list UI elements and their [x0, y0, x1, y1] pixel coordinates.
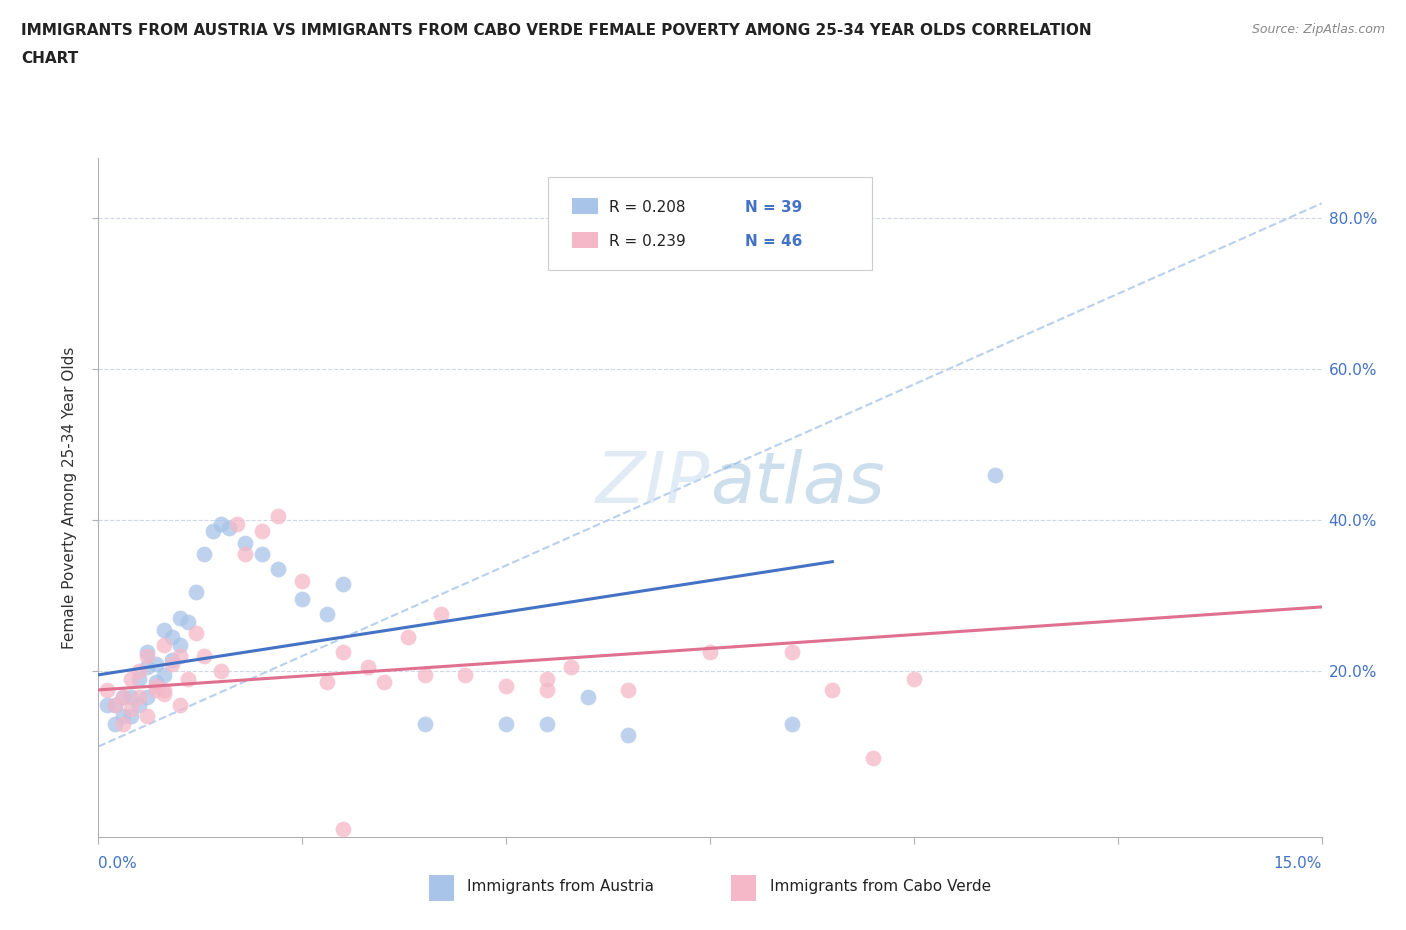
- Point: [160, 630, 183, 644]
- Point: [233, 536, 256, 551]
- Point: [250, 547, 273, 562]
- Point: [152, 637, 174, 652]
- Point: [104, 698, 127, 712]
- Point: [536, 716, 558, 731]
- Point: [136, 660, 159, 675]
- Point: [193, 547, 215, 562]
- Text: atlas: atlas: [710, 449, 884, 518]
- Point: [186, 584, 208, 599]
- Point: [332, 644, 354, 659]
- Point: [169, 648, 191, 663]
- Point: [96, 683, 118, 698]
- Point: [145, 679, 167, 694]
- Point: [536, 671, 558, 686]
- Point: [96, 698, 118, 712]
- Point: [104, 716, 127, 731]
- Text: N = 46: N = 46: [745, 234, 803, 249]
- Point: [699, 644, 721, 659]
- Point: [136, 690, 159, 705]
- Text: ZIP: ZIP: [596, 449, 710, 518]
- Point: [169, 637, 191, 652]
- Point: [332, 577, 354, 591]
- Point: [160, 656, 183, 671]
- Point: [120, 709, 142, 724]
- Text: 0.0%: 0.0%: [98, 856, 138, 870]
- Point: [356, 660, 378, 675]
- Point: [120, 701, 142, 716]
- Point: [373, 675, 395, 690]
- Y-axis label: Female Poverty Among 25-34 Year Olds: Female Poverty Among 25-34 Year Olds: [62, 346, 77, 649]
- Point: [226, 516, 249, 531]
- Point: [111, 716, 134, 731]
- Text: R = 0.208: R = 0.208: [609, 200, 685, 215]
- Point: [169, 611, 191, 626]
- Point: [291, 573, 314, 588]
- Point: [177, 671, 200, 686]
- Point: [536, 683, 558, 698]
- Point: [152, 668, 174, 683]
- Point: [495, 716, 517, 731]
- Text: Immigrants from Cabo Verde: Immigrants from Cabo Verde: [770, 879, 991, 894]
- Point: [209, 516, 232, 531]
- Point: [120, 671, 142, 686]
- Point: [201, 524, 224, 538]
- Point: [218, 520, 240, 535]
- Text: Immigrants from Austria: Immigrants from Austria: [467, 879, 654, 894]
- Point: [145, 683, 167, 698]
- Point: [617, 727, 640, 742]
- Text: Source: ZipAtlas.com: Source: ZipAtlas.com: [1251, 23, 1385, 36]
- Point: [111, 709, 134, 724]
- Point: [780, 644, 803, 659]
- Point: [862, 751, 884, 765]
- Point: [430, 607, 453, 622]
- Point: [120, 690, 142, 705]
- Point: [152, 686, 174, 701]
- Point: [145, 656, 167, 671]
- Point: [560, 660, 582, 675]
- Point: [821, 683, 844, 698]
- Text: IMMIGRANTS FROM AUSTRIA VS IMMIGRANTS FROM CABO VERDE FEMALE POVERTY AMONG 25-34: IMMIGRANTS FROM AUSTRIA VS IMMIGRANTS FR…: [21, 23, 1091, 38]
- Text: CHART: CHART: [21, 51, 79, 66]
- Point: [396, 630, 419, 644]
- Point: [128, 671, 150, 686]
- Text: 15.0%: 15.0%: [1274, 856, 1322, 870]
- Point: [136, 644, 159, 659]
- Point: [233, 547, 256, 562]
- Point: [209, 664, 232, 679]
- Point: [136, 709, 159, 724]
- Point: [315, 675, 337, 690]
- Point: [177, 615, 200, 630]
- Point: [413, 716, 436, 731]
- Point: [104, 698, 127, 712]
- Point: [267, 509, 290, 524]
- Point: [291, 592, 314, 607]
- Point: [780, 716, 803, 731]
- Point: [186, 626, 208, 641]
- Point: [250, 524, 273, 538]
- Text: N = 39: N = 39: [745, 200, 803, 215]
- Point: [160, 652, 183, 667]
- Point: [145, 675, 167, 690]
- Point: [315, 607, 337, 622]
- Point: [267, 562, 290, 577]
- Text: R = 0.239: R = 0.239: [609, 234, 686, 249]
- Point: [169, 698, 191, 712]
- Point: [136, 648, 159, 663]
- Point: [111, 690, 134, 705]
- Point: [617, 683, 640, 698]
- Point: [111, 690, 134, 705]
- Point: [128, 690, 150, 705]
- Point: [454, 668, 477, 683]
- Point: [984, 468, 1007, 483]
- Point: [152, 622, 174, 637]
- Point: [193, 648, 215, 663]
- Point: [128, 664, 150, 679]
- Point: [152, 683, 174, 698]
- Point: [128, 698, 150, 712]
- Point: [332, 822, 354, 837]
- Point: [903, 671, 925, 686]
- Point: [495, 679, 517, 694]
- Point: [576, 690, 599, 705]
- Point: [413, 668, 436, 683]
